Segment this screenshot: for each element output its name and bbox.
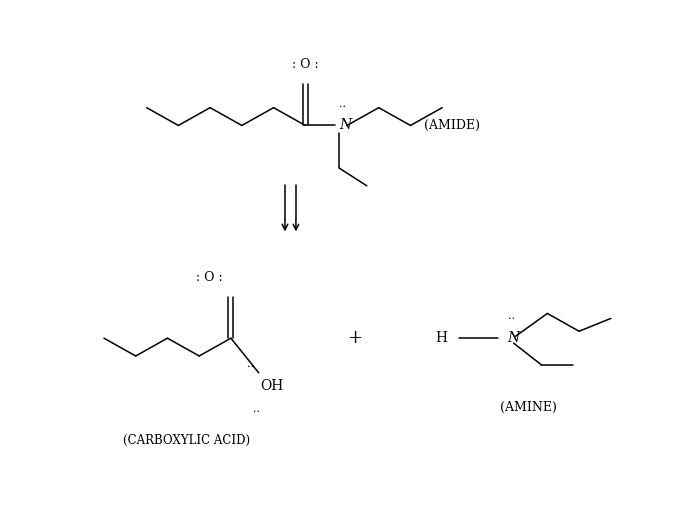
Text: (CARBOXYLIC ACID): (CARBOXYLIC ACID): [123, 433, 250, 446]
Text: N: N: [339, 118, 351, 133]
Text: +: +: [347, 329, 362, 347]
Text: : O :: : O :: [196, 271, 222, 284]
Text: N: N: [508, 331, 520, 345]
Text: ..: ..: [247, 359, 254, 369]
Text: ..: ..: [253, 405, 261, 414]
Text: (AMIDE): (AMIDE): [424, 119, 480, 132]
Text: : O :: : O :: [292, 58, 319, 71]
Text: ..: ..: [508, 311, 515, 321]
Text: ..: ..: [339, 99, 346, 108]
Text: H: H: [435, 331, 447, 345]
Text: (AMINE): (AMINE): [500, 401, 557, 414]
Text: OH: OH: [261, 379, 284, 393]
